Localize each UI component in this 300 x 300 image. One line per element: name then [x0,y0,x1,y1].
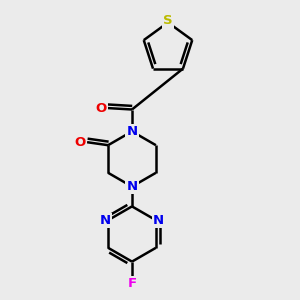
Text: S: S [163,14,173,28]
Text: O: O [95,101,107,115]
Text: N: N [153,214,164,227]
Text: N: N [126,125,138,138]
Text: O: O [75,136,86,149]
Text: F: F [128,277,136,290]
Text: N: N [126,180,138,193]
Text: N: N [100,214,111,227]
